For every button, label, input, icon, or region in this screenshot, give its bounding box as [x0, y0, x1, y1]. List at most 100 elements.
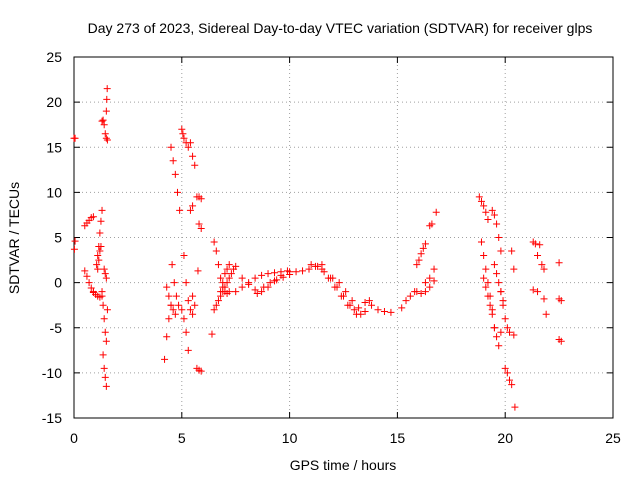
data-point: [497, 328, 505, 336]
data-point: [171, 310, 179, 318]
data-point: [210, 306, 218, 314]
data-point: [415, 256, 423, 264]
data-point: [178, 125, 186, 133]
data-point: [100, 265, 108, 273]
data-point: [387, 308, 395, 316]
data-point: [101, 270, 109, 278]
data-point: [103, 95, 111, 103]
data-point: [191, 161, 199, 169]
data-point: [161, 355, 169, 363]
data-point: [361, 298, 369, 306]
data-point: [482, 265, 490, 273]
data-point: [292, 268, 300, 276]
data-point: [94, 252, 102, 260]
data-point: [484, 279, 492, 287]
data-point: [279, 273, 287, 281]
data-point: [335, 279, 343, 287]
data-point: [331, 283, 339, 291]
data-point: [497, 247, 505, 255]
data-point: [480, 274, 488, 282]
y-tick-label: -10: [42, 365, 62, 381]
data-point: [99, 116, 107, 124]
data-point: [480, 252, 488, 260]
data-point: [186, 306, 194, 314]
data-point: [501, 315, 509, 323]
data-point: [477, 197, 485, 205]
data-point: [534, 288, 542, 296]
data-point: [99, 351, 107, 359]
data-point: [197, 195, 205, 203]
data-point: [264, 270, 272, 278]
data-point: [212, 301, 220, 309]
data-point: [98, 288, 106, 296]
data-point: [557, 337, 565, 345]
data-point: [168, 261, 176, 269]
data-point: [180, 315, 188, 323]
data-point: [348, 297, 356, 305]
x-tick-label: 10: [282, 430, 298, 446]
data-point: [499, 301, 507, 309]
data-point: [508, 247, 516, 255]
data-point: [475, 193, 483, 201]
data-point: [169, 157, 177, 165]
y-tick-label: -5: [50, 320, 63, 336]
data-point: [101, 373, 109, 381]
data-point: [101, 130, 109, 138]
data-point: [197, 367, 205, 375]
data-point: [430, 277, 438, 285]
data-point: [482, 283, 490, 291]
data-point: [365, 297, 373, 305]
data-point: [163, 283, 171, 291]
data-point: [184, 297, 192, 305]
data-points: [70, 85, 565, 411]
data-point: [101, 328, 109, 336]
data-point: [217, 274, 225, 282]
data-point: [417, 289, 425, 297]
data-point: [173, 188, 181, 196]
data-point: [421, 279, 429, 287]
data-point: [97, 217, 105, 225]
data-point: [214, 297, 222, 305]
data-point: [484, 215, 492, 223]
data-point: [542, 310, 550, 318]
data-point: [102, 337, 110, 345]
data-point: [488, 310, 496, 318]
data-point: [432, 208, 440, 216]
data-point: [189, 152, 197, 160]
data-point: [227, 270, 235, 278]
data-point: [100, 121, 108, 129]
data-point: [165, 315, 173, 323]
data-point: [318, 265, 326, 273]
data-point: [342, 288, 350, 296]
data-point: [495, 342, 503, 350]
data-point: [98, 117, 106, 125]
data-point: [179, 130, 187, 138]
data-point: [238, 283, 246, 291]
data-point: [208, 330, 216, 338]
data-point: [102, 107, 110, 115]
data-point: [96, 229, 104, 237]
data-point: [488, 206, 496, 214]
data-point: [232, 262, 240, 270]
data-point: [307, 261, 315, 269]
data-point: [506, 376, 514, 384]
data-point: [172, 292, 180, 300]
data-point: [238, 274, 246, 282]
data-point: [503, 324, 511, 332]
data-point: [87, 284, 95, 292]
x-tick-labels: 0 5 10 15 20 25: [70, 430, 621, 446]
data-point: [251, 274, 259, 282]
data-point: [493, 333, 501, 341]
data-point: [503, 369, 511, 377]
data-point: [85, 279, 93, 287]
data-point: [195, 220, 203, 228]
data-point: [102, 134, 110, 142]
data-point: [421, 240, 429, 248]
data-point: [266, 279, 274, 287]
data-point: [253, 289, 261, 297]
data-point: [480, 202, 488, 210]
chart-title: Day 273 of 2023, Sidereal Day-to-day VTE…: [88, 20, 593, 36]
data-point: [98, 206, 106, 214]
data-point: [212, 247, 220, 255]
data-point: [477, 238, 485, 246]
